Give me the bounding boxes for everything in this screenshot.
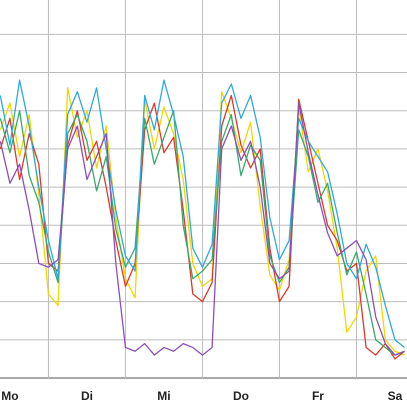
series-line — [0, 102, 405, 356]
x-tick-label: Fr — [312, 389, 324, 403]
series-line — [0, 94, 405, 360]
series-line — [0, 110, 405, 356]
x-tick-label: Mi — [157, 389, 170, 403]
x-tick-label: Sa — [388, 389, 403, 403]
x-tick-label: Mo — [1, 389, 18, 403]
x-tick-label: Di — [81, 389, 93, 403]
series-line — [0, 79, 405, 348]
x-tick-label: Do — [233, 389, 249, 403]
series-line — [0, 87, 405, 356]
